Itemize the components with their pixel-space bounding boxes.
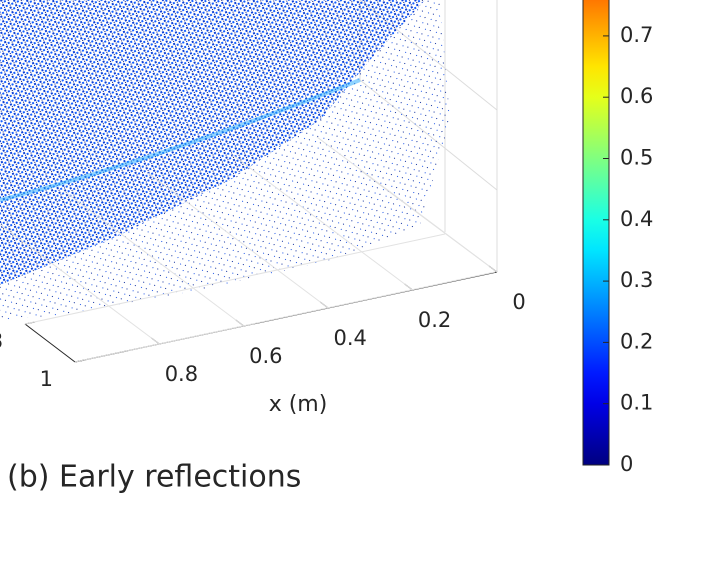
colorbar-tick-label: 0.5 xyxy=(620,146,653,170)
colorbar-tick-label: 0.1 xyxy=(620,391,653,415)
colorbar-tick-label: 0.4 xyxy=(620,207,653,231)
grid-line xyxy=(63,190,245,327)
colorbar-tick-label: 0.2 xyxy=(620,329,653,353)
colorbar-tick-label: 0.7 xyxy=(620,23,653,47)
caption: (b) Early reflections xyxy=(7,460,301,495)
grid-line xyxy=(74,271,496,363)
grid-line xyxy=(316,136,498,273)
point-cloud xyxy=(0,0,450,320)
colorbar-scale xyxy=(582,0,610,466)
x-axis-label: x (m) xyxy=(269,392,328,417)
x-tick-label: 0.4 xyxy=(333,326,366,350)
colorbar-tick-label: 0.3 xyxy=(620,268,653,292)
y-axis xyxy=(24,323,76,363)
colorbar-tick-label: 0.6 xyxy=(620,84,653,108)
x-tick-label: 0.2 xyxy=(418,308,451,332)
y-tick-label: 0.8 xyxy=(0,329,3,353)
grid-line xyxy=(24,233,446,325)
x-tick-label: 0.6 xyxy=(249,344,282,368)
x-tick-label: 0.8 xyxy=(165,362,198,386)
grid-line xyxy=(232,154,413,291)
grid-line xyxy=(147,172,329,309)
grid-line xyxy=(0,223,160,345)
axes: 0 0.2 0.4 0.6 0.8 0.8 1 xyxy=(0,136,526,391)
colorbar-tick-label: 0 xyxy=(620,452,633,476)
colorbar: 0 0.1 0.2 0.3 0.4 0.5 0.6 0.7 xyxy=(582,0,653,476)
y-tick-label: 1 xyxy=(40,367,53,391)
x-tick-label: 0 xyxy=(512,290,525,314)
